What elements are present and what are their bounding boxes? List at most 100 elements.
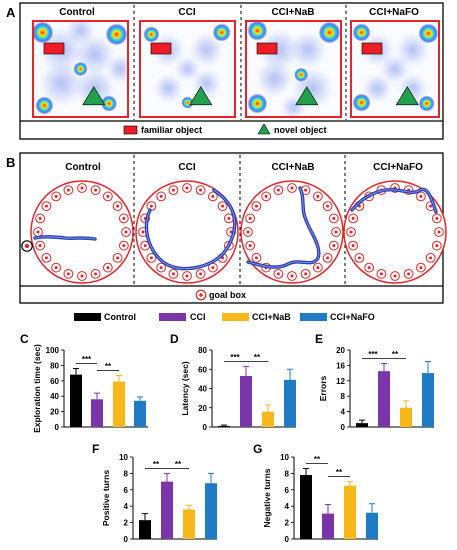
maze-hole-dot — [38, 216, 42, 220]
maze-hole-dot — [141, 230, 145, 234]
heat-spot — [352, 23, 371, 42]
maze-hole-dot — [429, 204, 433, 208]
bar-cci-nab — [183, 509, 195, 539]
y-tick-label: 10 — [119, 453, 128, 462]
familiar-object-legend-icon — [123, 125, 138, 135]
maze-track-highlight — [351, 188, 437, 213]
bar-control — [139, 520, 151, 539]
maze-arena — [135, 180, 239, 284]
maze-track-highlight — [146, 189, 236, 269]
heat-haze — [381, 55, 409, 83]
chart-panel-letter: D — [170, 332, 179, 346]
significance-stars: ** — [254, 353, 261, 362]
panel-a-group-cci-nab: CCI+NaB — [271, 7, 314, 18]
legend-label-cci: CCI — [190, 312, 206, 322]
maze-hole-dot — [159, 194, 163, 198]
maze-hole-dot — [124, 230, 128, 234]
heat-haze — [66, 16, 95, 45]
legend-swatch-cci — [159, 313, 186, 321]
novel-object-icon — [295, 86, 319, 106]
novel-object-icon — [82, 86, 106, 106]
maze-hole-dot — [437, 230, 441, 234]
maze-hole-dot — [290, 186, 294, 190]
arena-border — [350, 20, 440, 118]
maze-hole-dot — [38, 244, 42, 248]
legend-swatch-cci-nafo — [300, 313, 327, 321]
maze-hole-dot — [316, 266, 320, 270]
bar-cci — [91, 399, 103, 427]
panel-b-group-cci: CCI — [178, 162, 195, 173]
y-tick-label: 0 — [285, 535, 290, 544]
maze-hole-dot — [326, 256, 330, 260]
y-tick-label: 40 — [50, 392, 59, 401]
y-tick-label: 100 — [46, 346, 60, 355]
heat-haze — [190, 33, 223, 66]
y-tick-label: 10 — [280, 453, 289, 462]
maze-hole-dot — [221, 204, 225, 208]
heat-haze — [106, 55, 135, 83]
significance-stars: ** — [314, 455, 321, 464]
maze-hole-dot — [304, 272, 308, 276]
heat-arena — [350, 20, 440, 118]
heat-spot — [35, 96, 54, 115]
maze-hole-dot — [185, 186, 189, 190]
maze-hole-dot — [290, 274, 294, 278]
maze-hole-dot — [94, 272, 98, 276]
panel-a-group-control: Control — [59, 7, 95, 18]
bar-cci — [378, 371, 390, 427]
goal-box-legend-icon — [195, 289, 207, 301]
maze-platform — [30, 180, 134, 284]
familiar-object-icon — [256, 42, 278, 55]
maze-hole-dot — [334, 230, 338, 234]
panel-b-group-cci-nafo: CCI+NaFO — [373, 162, 423, 173]
significance-stars: ** — [336, 468, 343, 477]
panel-b-group-control: Control — [65, 162, 101, 173]
maze-hole-dot — [199, 272, 203, 276]
maze-hole-dot — [326, 204, 330, 208]
chart-panel-letter: E — [315, 332, 323, 346]
heat-spot — [247, 93, 268, 114]
bar-cci-nab — [262, 411, 274, 427]
y-tick-label: 2 — [124, 519, 129, 528]
bar-cci-nab — [113, 381, 125, 427]
heat-spot — [294, 67, 309, 82]
maze-hole-dot — [199, 188, 203, 192]
maze-hole-dot — [122, 244, 126, 248]
maze-hole-dot — [393, 274, 397, 278]
heat-spot — [247, 20, 268, 41]
maze-hole-dot — [248, 244, 252, 248]
maze-hole-dot — [435, 244, 439, 248]
maze-hole-dot — [80, 274, 84, 278]
maze-hole-dot — [122, 216, 126, 220]
chart-positive-turns: F 0 2 4 6 8 10 Positive turns ** ** — [92, 442, 217, 544]
y-tick-label: 0 — [124, 535, 129, 544]
maze-hole-dot — [54, 266, 58, 270]
novel-object-icon — [189, 86, 213, 106]
maze-hole-dot — [407, 272, 411, 276]
maze-hole-dot — [185, 274, 189, 278]
heat-arena — [31, 16, 135, 118]
maze-hole-dot — [264, 194, 268, 198]
maze-hole-dot — [106, 194, 110, 198]
heat-haze — [39, 61, 84, 106]
y-tick-label: 80 — [198, 346, 207, 355]
y-tick-label: 4 — [341, 408, 346, 417]
maze-hole-dot — [429, 256, 433, 260]
panel-a: Control CCI CCI+NaB CCI+NaFO familiar ob… — [19, 2, 444, 140]
chart-panel-letter: C — [20, 332, 29, 346]
maze-hole-dot — [143, 244, 147, 248]
maze-arena — [343, 180, 447, 284]
y-tick-label: 0 — [341, 423, 346, 432]
bar-control — [70, 374, 82, 427]
y-axis-label: Latency (sec) — [180, 361, 190, 415]
legend-label-control: Control — [104, 312, 136, 322]
maze-hole-dot — [351, 216, 355, 220]
y-axis-label: Negative turns — [262, 468, 272, 527]
familiar-object-icon — [43, 42, 65, 55]
novel-object-icon — [395, 86, 419, 106]
maze-hole-dot — [316, 194, 320, 198]
maze-hole-dot — [171, 272, 175, 276]
